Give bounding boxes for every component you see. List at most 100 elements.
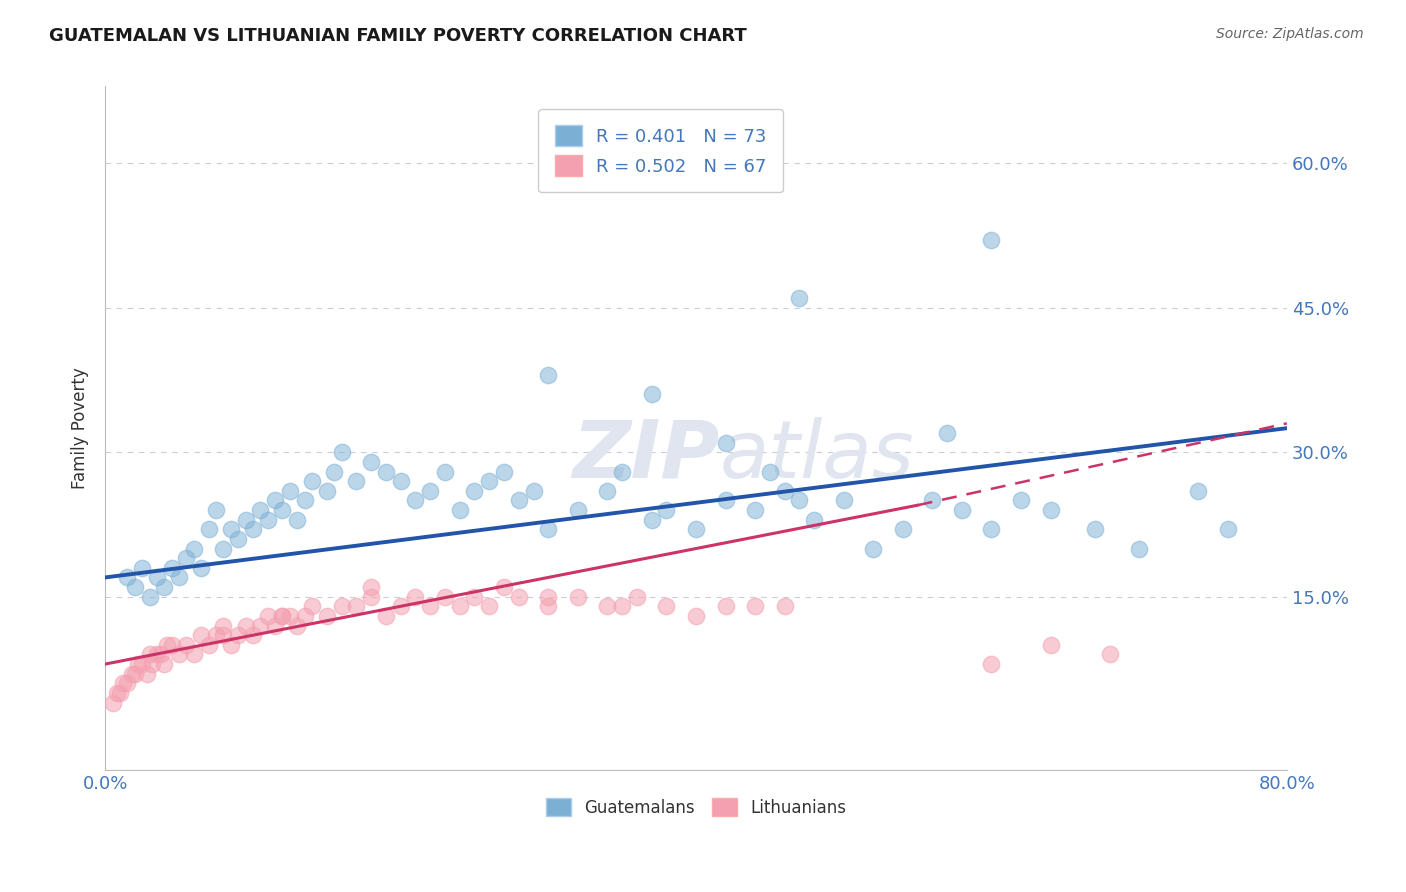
- Point: [242, 522, 264, 536]
- Point: [285, 618, 308, 632]
- Legend: Guatemalans, Lithuanians: Guatemalans, Lithuanians: [540, 791, 852, 823]
- Point: [463, 590, 485, 604]
- Point: [271, 503, 294, 517]
- Point: [537, 590, 560, 604]
- Point: [891, 522, 914, 536]
- Point: [330, 599, 353, 614]
- Point: [404, 493, 426, 508]
- Point: [176, 638, 198, 652]
- Point: [789, 291, 811, 305]
- Point: [463, 483, 485, 498]
- Point: [508, 590, 530, 604]
- Point: [744, 503, 766, 517]
- Text: GUATEMALAN VS LITHUANIAN FAMILY POVERTY CORRELATION CHART: GUATEMALAN VS LITHUANIAN FAMILY POVERTY …: [49, 27, 747, 45]
- Point: [183, 541, 205, 556]
- Point: [522, 483, 544, 498]
- Point: [832, 493, 855, 508]
- Point: [419, 599, 441, 614]
- Point: [344, 599, 367, 614]
- Point: [1187, 483, 1209, 498]
- Point: [190, 561, 212, 575]
- Point: [242, 628, 264, 642]
- Point: [685, 609, 707, 624]
- Point: [131, 657, 153, 671]
- Point: [655, 503, 678, 517]
- Point: [160, 638, 183, 652]
- Point: [344, 474, 367, 488]
- Point: [641, 387, 664, 401]
- Point: [167, 570, 190, 584]
- Point: [323, 465, 346, 479]
- Point: [773, 483, 796, 498]
- Point: [537, 522, 560, 536]
- Point: [146, 648, 169, 662]
- Point: [212, 541, 235, 556]
- Point: [219, 638, 242, 652]
- Point: [655, 599, 678, 614]
- Point: [1128, 541, 1150, 556]
- Point: [374, 609, 396, 624]
- Point: [612, 465, 634, 479]
- Point: [117, 570, 139, 584]
- Point: [205, 503, 228, 517]
- Point: [537, 599, 560, 614]
- Point: [117, 676, 139, 690]
- Point: [301, 599, 323, 614]
- Point: [478, 599, 501, 614]
- Point: [249, 503, 271, 517]
- Point: [404, 590, 426, 604]
- Point: [360, 580, 382, 594]
- Point: [789, 493, 811, 508]
- Point: [264, 618, 287, 632]
- Point: [105, 686, 128, 700]
- Point: [1039, 638, 1062, 652]
- Point: [156, 638, 179, 652]
- Point: [980, 234, 1002, 248]
- Point: [433, 465, 456, 479]
- Point: [141, 657, 163, 671]
- Point: [449, 599, 471, 614]
- Point: [714, 599, 737, 614]
- Point: [150, 648, 173, 662]
- Point: [508, 493, 530, 508]
- Point: [278, 609, 301, 624]
- Point: [773, 599, 796, 614]
- Point: [108, 686, 131, 700]
- Text: ZIP: ZIP: [572, 417, 720, 494]
- Point: [176, 551, 198, 566]
- Point: [419, 483, 441, 498]
- Point: [256, 609, 278, 624]
- Point: [389, 474, 412, 488]
- Point: [121, 666, 143, 681]
- Y-axis label: Family Poverty: Family Poverty: [72, 368, 89, 489]
- Point: [596, 599, 619, 614]
- Point: [226, 628, 249, 642]
- Point: [567, 590, 589, 604]
- Point: [197, 522, 219, 536]
- Point: [271, 609, 294, 624]
- Point: [135, 666, 157, 681]
- Point: [127, 657, 149, 671]
- Point: [626, 590, 648, 604]
- Point: [278, 483, 301, 498]
- Point: [862, 541, 884, 556]
- Point: [714, 493, 737, 508]
- Point: [374, 465, 396, 479]
- Point: [167, 648, 190, 662]
- Point: [567, 503, 589, 517]
- Point: [124, 666, 146, 681]
- Point: [235, 513, 257, 527]
- Point: [212, 618, 235, 632]
- Point: [360, 590, 382, 604]
- Point: [330, 445, 353, 459]
- Point: [271, 609, 294, 624]
- Point: [449, 503, 471, 517]
- Point: [1010, 493, 1032, 508]
- Point: [219, 522, 242, 536]
- Point: [212, 628, 235, 642]
- Point: [1216, 522, 1239, 536]
- Text: atlas: atlas: [720, 417, 914, 494]
- Point: [138, 590, 160, 604]
- Point: [124, 580, 146, 594]
- Point: [980, 657, 1002, 671]
